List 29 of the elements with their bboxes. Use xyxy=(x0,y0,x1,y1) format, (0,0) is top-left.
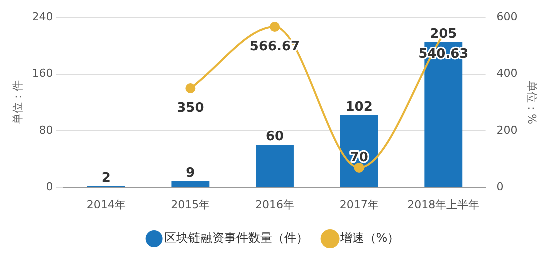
y-tick-label: 160 xyxy=(32,67,54,80)
y-axis-title: 单位：件 xyxy=(11,80,24,125)
data-label: 350 xyxy=(177,100,204,116)
data-label: 2 xyxy=(102,170,111,186)
point xyxy=(186,84,196,94)
y2-tick-label: 600 xyxy=(496,10,518,24)
y2-axis-title: 单位：% xyxy=(526,80,539,124)
data-label: 60 xyxy=(266,130,284,145)
legend-label: 增速（%） xyxy=(339,231,400,246)
y-tick-label: 80 xyxy=(39,124,54,137)
y-tick-label: 240 xyxy=(32,10,54,24)
bar xyxy=(172,181,210,188)
x-tick-label: 2018年上半年 xyxy=(408,198,480,212)
x-tick-label: 2017年 xyxy=(340,198,379,212)
data-label: 102 xyxy=(346,100,373,115)
x-tick-label: 2016年 xyxy=(256,198,294,212)
y2-tick-label: 200 xyxy=(496,124,518,137)
x-tick-label: 2015年 xyxy=(171,198,210,212)
data-label: 70 xyxy=(350,150,368,166)
x-tick-label: 2014年 xyxy=(86,198,126,212)
point xyxy=(270,22,280,32)
bar xyxy=(340,115,378,188)
legend-label: 区块链融资事件数量（件） xyxy=(164,231,308,246)
y2-tick-label: 0 xyxy=(496,180,504,194)
y-tick-label: 0 xyxy=(46,180,54,194)
y2-tick-label: 400 xyxy=(496,67,518,80)
data-label: 9 xyxy=(186,166,196,181)
bar xyxy=(256,145,294,188)
point xyxy=(354,162,364,173)
